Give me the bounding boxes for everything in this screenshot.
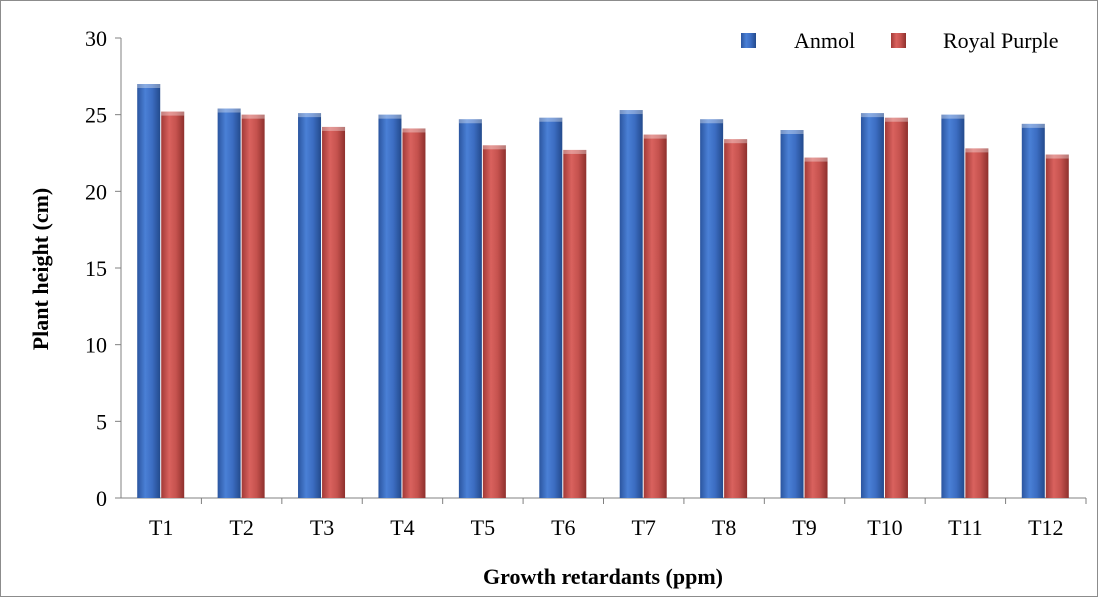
bar-top-highlight	[161, 111, 185, 116]
x-tick-label: T10	[867, 515, 902, 540]
bar-royal-purple-t8	[724, 139, 748, 498]
bar-royal-purple-t2	[241, 114, 265, 499]
bar-top-highlight	[1021, 123, 1045, 128]
bar-anmol-t11	[941, 114, 965, 499]
bar-top-highlight	[137, 84, 161, 88]
bar-royal-purple-t7	[643, 134, 667, 498]
bar-royal-purple-t4	[402, 128, 426, 498]
bar-anmol-t6	[539, 117, 563, 498]
bar-royal-purple-t5	[482, 145, 506, 499]
bar-anmol-t5	[458, 119, 482, 499]
bar-top-highlight	[941, 114, 965, 119]
bar-top-highlight	[860, 113, 884, 118]
y-axis-title: Plant height (cm)	[28, 188, 53, 351]
x-tick-label: T4	[390, 515, 414, 540]
y-tick-label: 0	[96, 486, 107, 511]
bar-top-highlight	[619, 110, 643, 115]
y-tick-label: 10	[85, 333, 107, 358]
bar-anmol-t1	[137, 84, 161, 498]
x-tick-label: T1	[149, 515, 173, 540]
bar-royal-purple-t1	[161, 111, 185, 498]
legend-swatch-royal-purple	[891, 33, 906, 48]
x-tick-label: T7	[631, 515, 655, 540]
bar-anmol-t8	[700, 119, 724, 499]
x-tick-label: T8	[712, 515, 736, 540]
bar-top-highlight	[378, 114, 402, 119]
bar-anmol-t3	[298, 113, 322, 498]
bars	[137, 84, 1069, 499]
bar-anmol-t10	[860, 113, 884, 498]
bar-top-highlight	[402, 128, 426, 133]
bar-top-highlight	[539, 117, 563, 122]
bar-top-highlight	[700, 119, 724, 124]
bar-top-highlight	[217, 108, 241, 113]
bar-top-highlight	[322, 126, 346, 131]
x-tick-label: T5	[471, 515, 495, 540]
bar-anmol-t12	[1021, 123, 1045, 498]
bar-top-highlight	[724, 139, 748, 144]
bar-royal-purple-t3	[322, 126, 346, 498]
y-tick-label: 20	[85, 179, 107, 204]
x-tick-label: T2	[229, 515, 253, 540]
bar-top-highlight	[780, 130, 804, 134]
legend-label-anmol: Anmol	[794, 28, 855, 53]
bar-top-highlight	[563, 149, 587, 154]
bar-royal-purple-t10	[884, 117, 908, 498]
legend: Anmol Royal Purple	[741, 28, 1059, 53]
bar-royal-purple-t6	[563, 149, 587, 498]
y-tick-label: 5	[96, 409, 107, 434]
bar-top-highlight	[298, 113, 322, 118]
bar-anmol-t7	[619, 110, 643, 499]
x-tick-label: T11	[948, 515, 983, 540]
x-tick-label: T9	[792, 515, 816, 540]
bar-royal-purple-t9	[804, 157, 828, 498]
bar-royal-purple-t11	[965, 148, 989, 498]
x-tick-label: T3	[310, 515, 334, 540]
bar-anmol-t4	[378, 114, 402, 499]
y-tick-label: 15	[85, 256, 107, 281]
y-tick-label: 25	[85, 103, 107, 128]
bar-royal-purple-t12	[1045, 154, 1069, 499]
bar-top-highlight	[482, 145, 506, 150]
bar-top-highlight	[643, 134, 667, 139]
x-tick-label: T12	[1028, 515, 1063, 540]
bar-top-highlight	[884, 117, 908, 122]
bar-top-highlight	[1045, 154, 1069, 159]
y-tick-label: 30	[85, 26, 107, 51]
bar-anmol-t2	[217, 108, 241, 499]
x-axis-title: Growth retardants (ppm)	[483, 564, 723, 589]
bar-top-highlight	[241, 114, 265, 119]
bar-anmol-t9	[780, 130, 804, 498]
bar-top-highlight	[965, 148, 989, 153]
bar-top-highlight	[458, 119, 482, 124]
bar-top-highlight	[804, 157, 828, 162]
x-ticks: T1 T2 T3 T4 T5 T6 T7 T8 T9 T10 T11 T12	[149, 498, 1087, 540]
x-tick-label: T6	[551, 515, 575, 540]
y-ticks: 0 5 10 15 20 25 30	[85, 26, 121, 511]
legend-swatch-anmol	[741, 33, 756, 48]
legend-label-royal-purple: Royal Purple	[943, 28, 1059, 53]
